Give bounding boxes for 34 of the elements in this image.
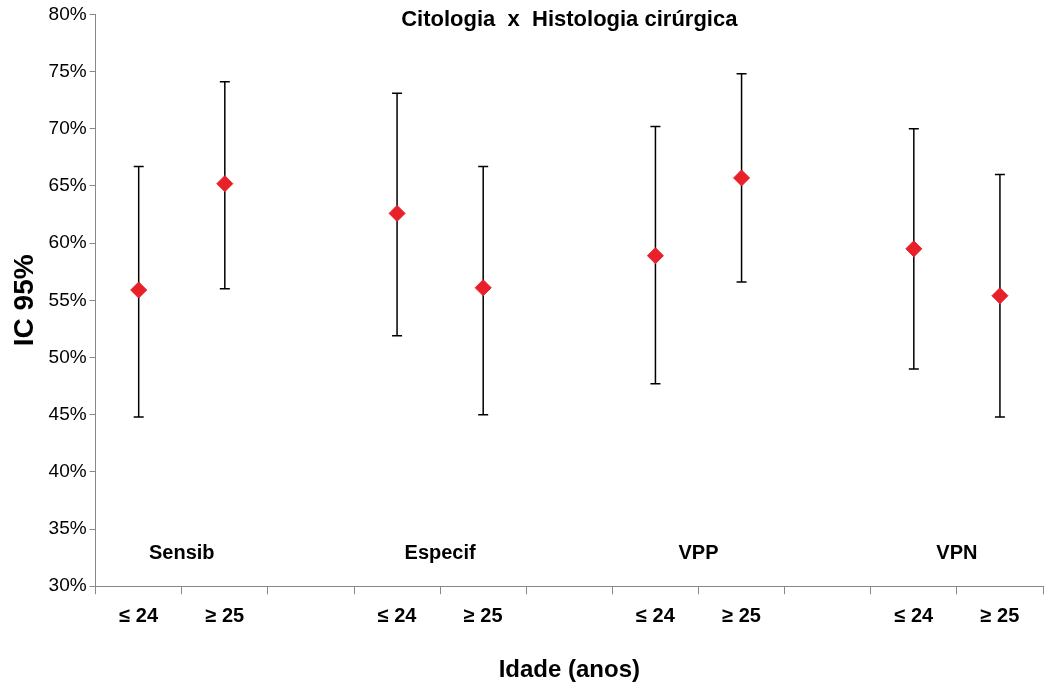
point <box>216 175 234 193</box>
y-tick-label: 30% <box>48 574 87 596</box>
y-tick-label: 45% <box>48 402 87 424</box>
point <box>905 240 923 258</box>
x-tick-label: ≤ 24 <box>377 603 418 626</box>
y-tick-label: 50% <box>48 345 87 367</box>
x-tick-label: ≥ 25 <box>722 603 761 626</box>
y-tick-label: 60% <box>48 231 87 253</box>
point <box>991 287 1009 305</box>
y-axis-title: IC 95% <box>7 254 39 347</box>
y-tick-label: 70% <box>48 116 87 138</box>
x-tick-label: ≤ 24 <box>894 603 935 626</box>
annotation: VPP <box>678 540 719 563</box>
point <box>388 204 406 222</box>
point <box>733 169 751 187</box>
annotation: VPN <box>936 540 978 563</box>
x-tick-label: ≥ 25 <box>463 603 503 626</box>
y-tick-label: 80% <box>48 2 87 24</box>
x-tick-label: ≥ 25 <box>980 603 1020 626</box>
x-tick-label: ≤ 24 <box>119 603 159 626</box>
annotation: Especif <box>404 540 477 563</box>
y-tick-label: 35% <box>48 517 87 539</box>
x-axis-title: Idade (anos) <box>498 655 640 683</box>
point <box>646 247 664 265</box>
y-tick-label: 75% <box>48 59 87 81</box>
point <box>474 279 492 297</box>
y-tick-label: 55% <box>48 288 87 310</box>
annotation: Sensib <box>148 540 215 563</box>
point <box>130 281 148 299</box>
y-tick-label: 40% <box>48 460 87 482</box>
x-tick-label: ≤ 24 <box>636 603 676 626</box>
chart-title: Citologia x Histologia cirúrgica <box>401 6 739 32</box>
y-tick-label: 65% <box>48 174 87 196</box>
x-tick-label: ≥ 25 <box>205 603 245 626</box>
